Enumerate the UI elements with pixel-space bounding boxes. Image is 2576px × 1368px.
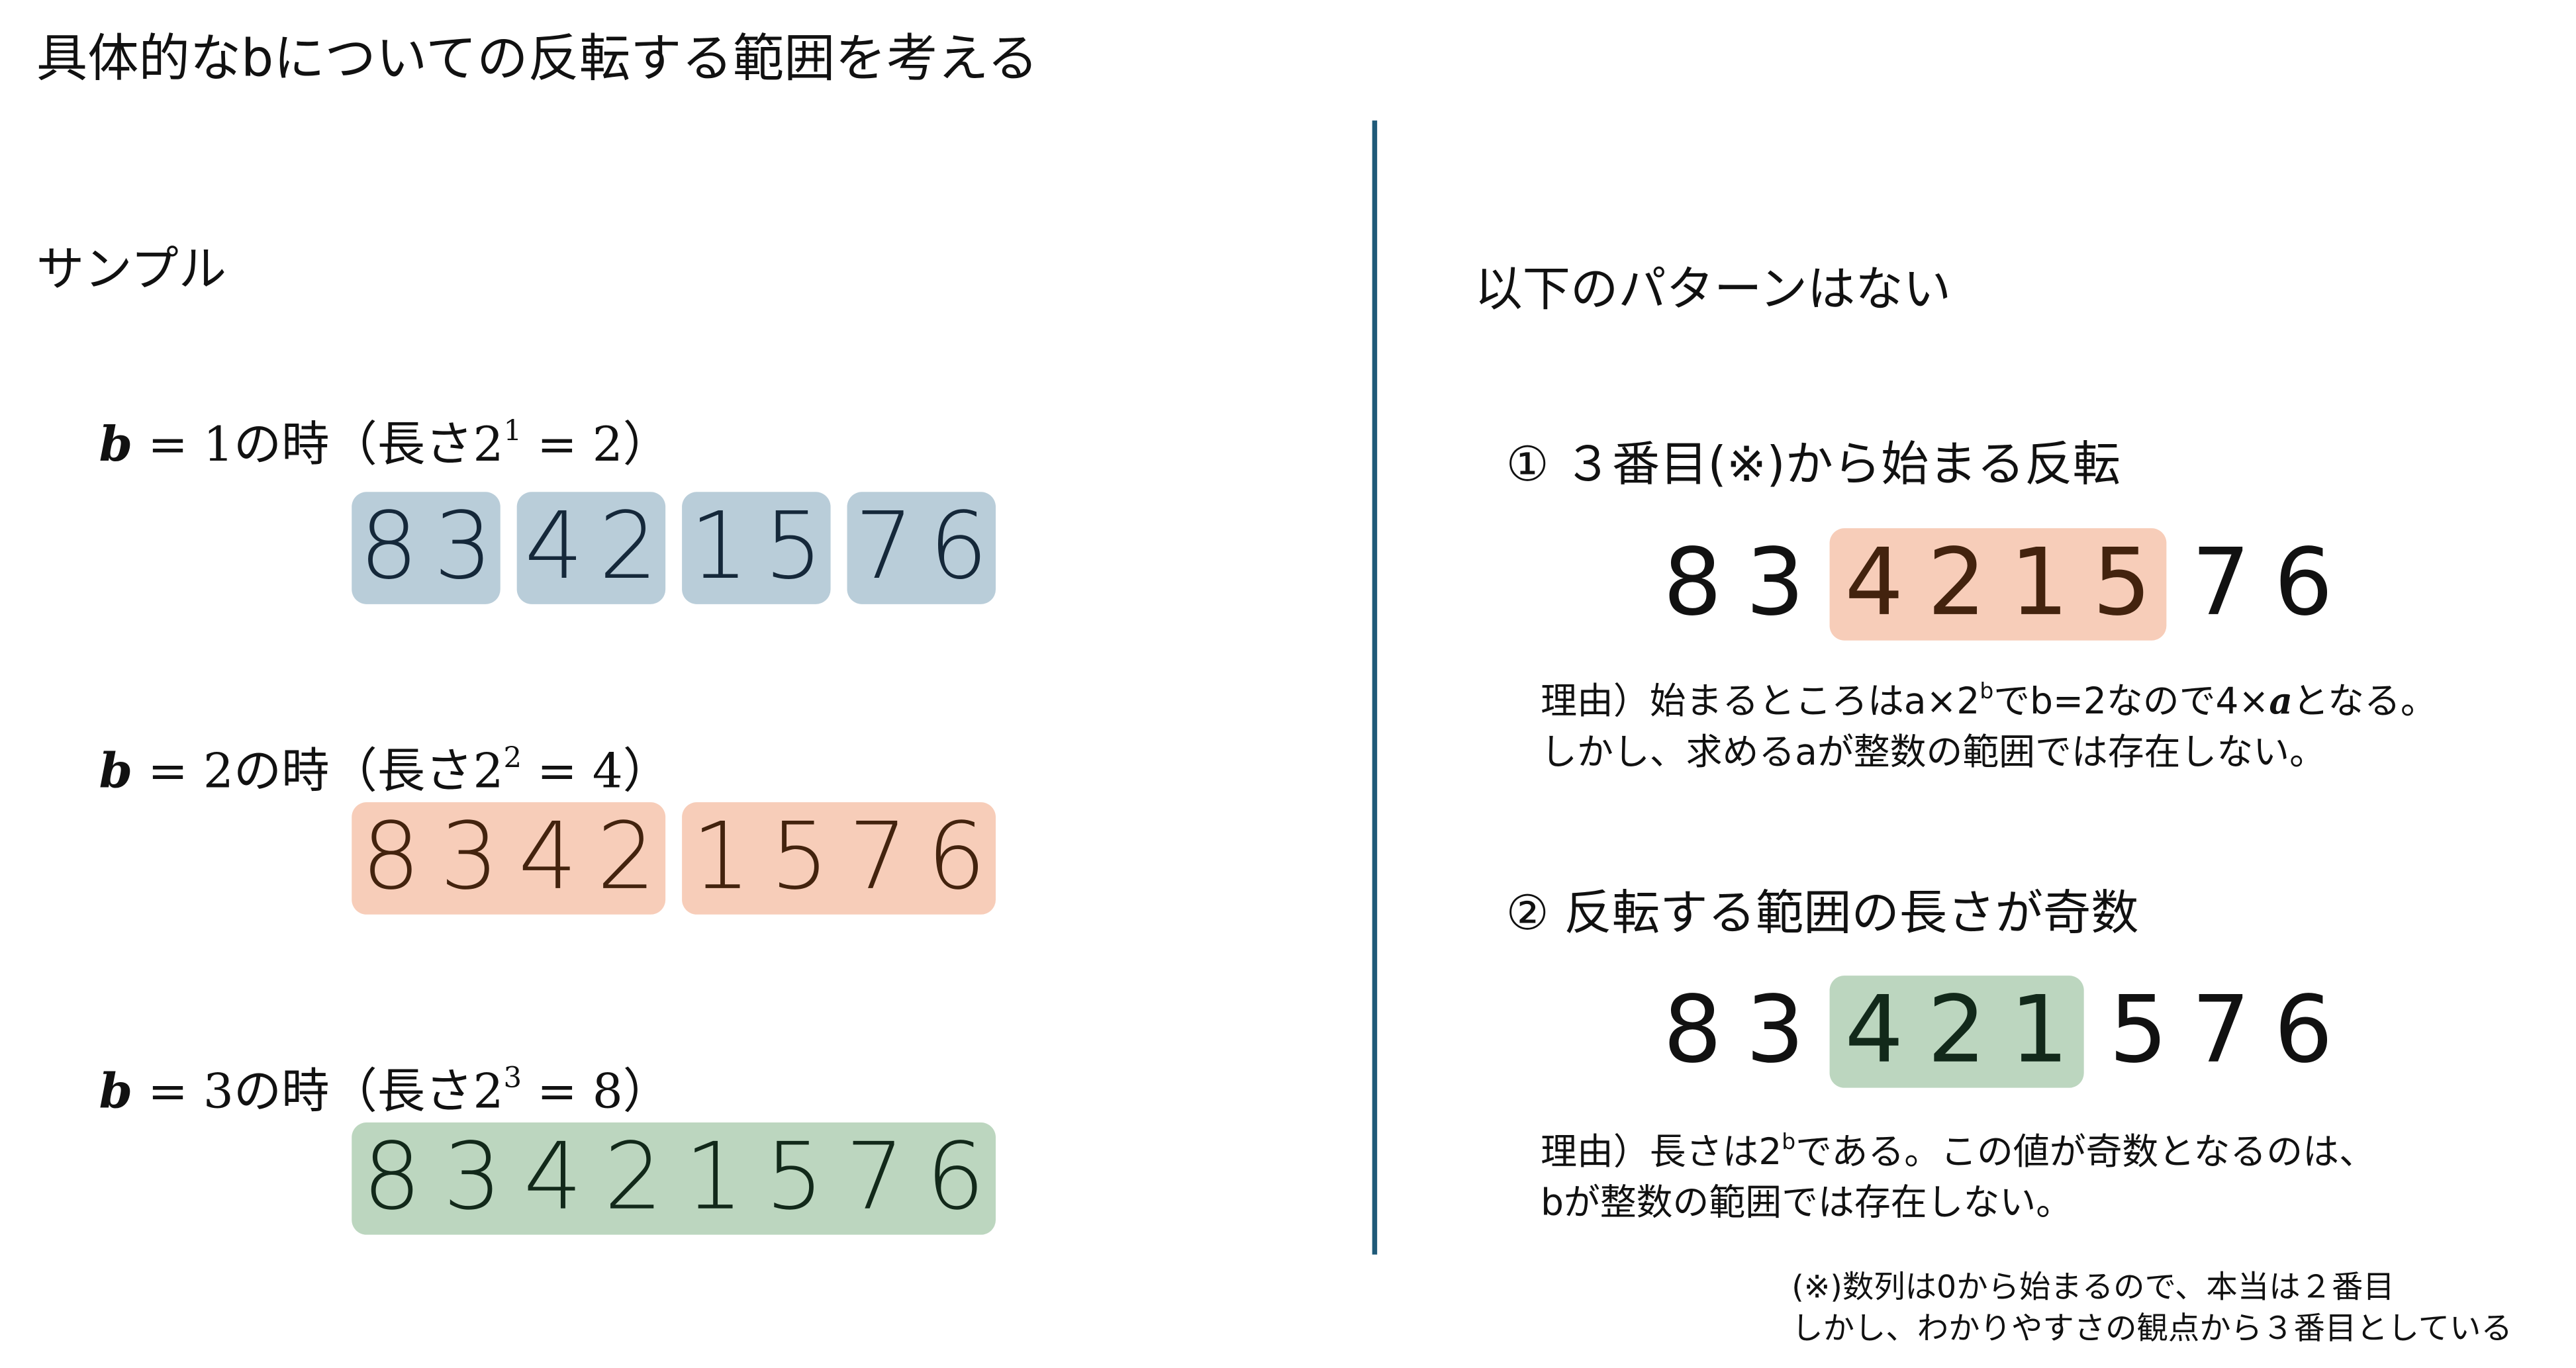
- digit: 6: [929, 493, 988, 601]
- text-segment: = 8）: [522, 1063, 671, 1120]
- text-segment: bが整数の範囲では存在しない。: [1541, 1183, 2073, 1226]
- reason-line: 理由）始まるところはa×2bでb=2なので4×aとなる。: [1541, 667, 2437, 729]
- text-segment: 2: [503, 742, 522, 776]
- digit: 1: [691, 803, 751, 911]
- reason-line: しかし、求めるaが整数の範囲では存在しない。: [1541, 729, 2437, 780]
- digit: 2: [1927, 977, 1987, 1085]
- digit: 8: [361, 803, 420, 911]
- text-segment: である。この値が奇数となるのは、: [1795, 1132, 2375, 1174]
- text-segment: = 4）: [522, 743, 671, 799]
- digit: 1: [2009, 977, 2069, 1085]
- digit: 3: [434, 493, 493, 601]
- digit: 4: [1844, 977, 1904, 1085]
- case-label: b = 2の時（長さ22 = 4）: [99, 733, 671, 802]
- digit: 2: [604, 1124, 663, 1232]
- footnote: (※)数列は0から始まるので、本当は２番目しかし、わかりやすさの観点から３番目と…: [1791, 1268, 2512, 1351]
- digit: 5: [765, 1124, 824, 1232]
- digit: 1: [689, 493, 749, 601]
- digit: 4: [518, 803, 577, 911]
- digit: 8: [1663, 977, 1722, 1085]
- item-title: ① ３番目(※)から始まる反転: [1505, 435, 2121, 492]
- right-heading: 以下のパターンはない: [1474, 261, 1952, 317]
- footnote-line: しかし、わかりやすさの観点から３番目としている: [1791, 1310, 2512, 1347]
- digit: 1: [684, 1124, 743, 1232]
- digit: 6: [926, 1124, 985, 1232]
- footnote-line: (※)数列は0から始まるので、本当は２番目: [1791, 1269, 2395, 1306]
- text-segment: b: [99, 743, 133, 799]
- text-segment: となる。: [2292, 682, 2437, 724]
- digit: 5: [2109, 977, 2168, 1085]
- item-title: ② 反転する範囲の長さが奇数: [1505, 884, 2139, 941]
- text-segment: でb=2なので4×: [1993, 682, 2269, 724]
- digit: 5: [2092, 529, 2152, 637]
- digit: 2: [598, 493, 658, 601]
- digit: 4: [523, 1124, 583, 1232]
- text-segment: = 1の時（長さ2: [132, 416, 504, 473]
- text-segment: 理由）始まるところはa×2: [1541, 682, 1980, 724]
- text-segment: b: [1980, 680, 1994, 706]
- title: 具体的なbについての反転する範囲を考える: [36, 29, 1039, 89]
- reason: 理由）始まるところはa×2bでb=2なので4×aとなる。 しかし、求めるaが整数の…: [1541, 667, 2437, 780]
- text-segment: = 2）: [522, 416, 671, 473]
- case-label: b = 3の時（長さ23 = 8）: [99, 1053, 671, 1122]
- text-segment: 1: [503, 416, 522, 449]
- digit: 6: [2273, 977, 2333, 1085]
- digit: 6: [927, 803, 986, 911]
- text-segment: = 3の時（長さ2: [132, 1063, 504, 1120]
- digit: 8: [359, 493, 418, 601]
- digit: 7: [2191, 977, 2251, 1085]
- left-heading: サンプル: [36, 241, 227, 297]
- digit: 2: [1927, 529, 1987, 637]
- digit: 6: [2273, 529, 2333, 637]
- reason: 理由）長さは2bである。この値が奇数となるのは、 bが整数の範囲では存在しない。: [1541, 1118, 2375, 1230]
- reason-line: 理由）長さは2bである。この値が奇数となるのは、: [1541, 1118, 2375, 1179]
- digit: 1: [2009, 529, 2069, 637]
- digit: 4: [524, 493, 584, 601]
- text-segment: 3: [503, 1062, 522, 1096]
- divider: [1372, 120, 1378, 1255]
- digit: 5: [770, 803, 830, 911]
- text-segment: b: [1782, 1130, 1796, 1156]
- digit: 7: [855, 493, 914, 601]
- digit: 8: [362, 1124, 422, 1232]
- digit: 5: [763, 493, 823, 601]
- text-segment: b: [99, 416, 133, 473]
- digit: 7: [848, 803, 908, 911]
- digit: 2: [596, 803, 656, 911]
- text-segment: = 2の時（長さ2: [132, 743, 504, 799]
- digit: 3: [440, 803, 499, 911]
- digit: 7: [845, 1124, 905, 1232]
- digit: 4: [1844, 529, 1904, 637]
- text-segment: 理由）長さは2: [1541, 1132, 1782, 1174]
- text-segment: a: [2269, 680, 2293, 724]
- digit: 3: [1745, 529, 1805, 637]
- text-segment: しかし、求めるaが整数の範囲では存在しない。: [1541, 733, 2326, 775]
- digit: 7: [2191, 529, 2251, 637]
- text-segment: b: [99, 1063, 133, 1120]
- reason-line: bが整数の範囲では存在しない。: [1541, 1179, 2375, 1230]
- case-label: b = 1の時（長さ21 = 2）: [99, 406, 671, 476]
- digit: 3: [1745, 977, 1805, 1085]
- digit: 3: [443, 1124, 502, 1232]
- digit: 8: [1663, 529, 1722, 637]
